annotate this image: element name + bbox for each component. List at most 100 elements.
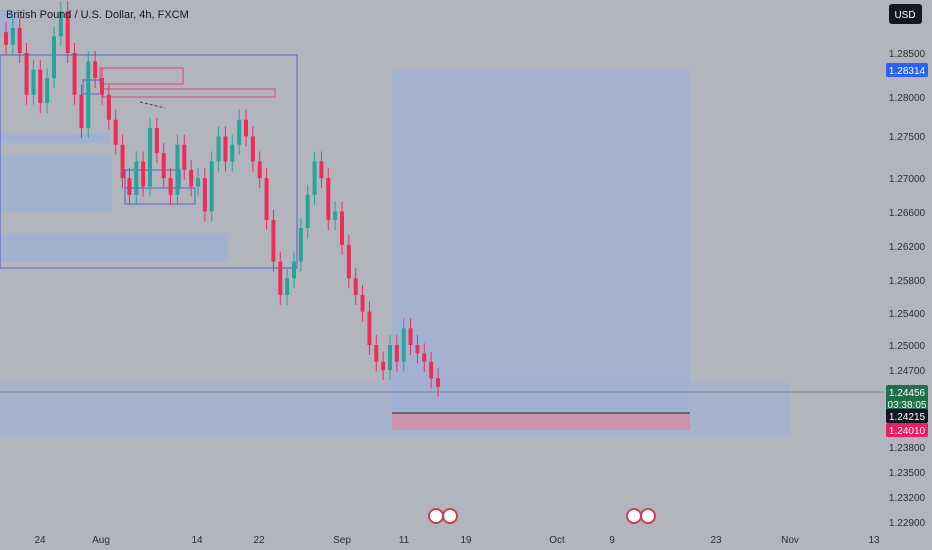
candle-body <box>244 119 248 137</box>
candle-body <box>113 119 118 145</box>
candle-body <box>429 361 434 379</box>
candle-body <box>388 345 392 371</box>
us-flag-event-icon[interactable] <box>640 508 656 524</box>
marker-box-5 <box>124 187 196 205</box>
take-profit-price: 1.28314 <box>889 66 926 77</box>
candle-body <box>374 345 379 362</box>
marker-box-1 <box>99 67 184 85</box>
candle-body <box>381 361 386 371</box>
candle-body <box>65 11 70 54</box>
candle-body <box>4 32 8 45</box>
candle-body <box>298 228 303 262</box>
price-tick-label: 1.24700 <box>889 366 926 377</box>
us-flag-event-icon[interactable] <box>626 508 642 524</box>
time-tick-label: Nov <box>781 535 799 546</box>
entry-tag-bg <box>886 409 928 423</box>
candle-body <box>340 211 344 245</box>
candle-body <box>45 78 50 104</box>
candle-body <box>100 78 104 95</box>
time-tick-label: Aug <box>92 535 110 546</box>
time-tick-label: Sep <box>333 535 351 546</box>
dashed-trend-mark <box>139 101 166 109</box>
price-tick-label: 1.22900 <box>889 518 926 529</box>
symbol-title: British Pound / U.S. Dollar, 4h, FXCM <box>6 9 189 21</box>
tp-tag-bg <box>886 63 928 77</box>
stop-loss-price: 1.24010 <box>889 426 926 437</box>
time-tick-label: 9 <box>609 535 615 546</box>
price-tags: 1.28314 1.24456 03:38:05 1.24215 1.24010 <box>886 63 928 437</box>
price-tick-label: 1.26600 <box>889 208 926 219</box>
candle-body <box>264 178 269 220</box>
candle-body <box>394 345 399 362</box>
us-flag-event-icon[interactable] <box>442 508 458 524</box>
candle-body <box>305 194 310 229</box>
current-tag-bg <box>886 385 928 412</box>
candle-body <box>230 144 235 162</box>
profit-zone[interactable] <box>392 69 690 413</box>
candle-body <box>17 27 22 53</box>
long-position-tool[interactable] <box>392 69 690 430</box>
candle-body <box>93 61 98 79</box>
time-tick-label: Oct <box>549 535 565 546</box>
candle-body <box>367 311 372 345</box>
currency-button-bg[interactable] <box>889 4 922 24</box>
candle-body <box>319 161 324 179</box>
candle-body <box>148 128 152 187</box>
candle-body <box>422 353 427 362</box>
range-box-outline <box>0 54 298 269</box>
candle-body <box>52 36 56 79</box>
zone-lower <box>0 233 228 262</box>
entry-price: 1.24215 <box>889 412 926 423</box>
candle-body <box>353 278 358 295</box>
candlestick-series <box>4 1 440 397</box>
candle-body <box>168 178 173 195</box>
price-tick-label: 1.28000 <box>889 93 926 104</box>
candle-body <box>237 119 242 145</box>
candle-body <box>120 144 125 179</box>
candle-body <box>285 278 290 295</box>
price-axis[interactable]: 1.28500 1.28000 1.27500 1.27000 1.26600 1.262… <box>889 49 926 529</box>
price-tick-label: 1.23800 <box>889 443 926 454</box>
time-axis[interactable]: 24 Aug 14 22 Sep 11 19 Oct 9 23 Nov 13 <box>34 535 880 546</box>
candle-body <box>127 178 132 195</box>
stop-zone[interactable] <box>392 413 690 430</box>
candle-body <box>189 169 194 187</box>
price-tick-label: 1.27500 <box>889 132 926 143</box>
candle-body <box>38 69 43 104</box>
candle-body <box>216 136 221 162</box>
price-tick-label: 1.27000 <box>889 174 926 185</box>
candle-body <box>312 161 317 195</box>
candle-body <box>134 161 139 195</box>
time-tick-label: 23 <box>710 535 722 546</box>
candle-body <box>175 144 180 195</box>
time-tick-label: 19 <box>460 535 472 546</box>
candle-body <box>24 53 29 95</box>
economic-events <box>428 508 656 524</box>
candle-body <box>257 161 262 179</box>
time-tick-label: 22 <box>253 535 265 546</box>
time-tick-label: 11 <box>399 535 410 546</box>
time-tick-label: 13 <box>868 535 880 546</box>
us-flag-event-icon[interactable] <box>428 508 444 524</box>
price-tick-label: 1.25800 <box>889 276 926 287</box>
candle-body <box>141 161 146 187</box>
candle-body <box>333 211 338 220</box>
candle-body <box>86 61 91 129</box>
candle-body <box>10 27 15 45</box>
candle-body <box>292 261 296 279</box>
candle-body <box>209 161 214 212</box>
currency-button-label[interactable]: USD <box>894 10 915 21</box>
candle-body <box>79 94 84 129</box>
candle-body <box>360 294 365 312</box>
bar-countdown: 03:38:05 <box>888 400 927 411</box>
price-tick-label: 1.23200 <box>889 493 926 504</box>
price-tick-label: 1.26200 <box>889 242 926 253</box>
candle-body <box>408 328 413 345</box>
candle-body <box>346 244 351 279</box>
stop-tag-bg <box>886 423 928 437</box>
current-price: 1.24456 <box>889 388 926 399</box>
candle-body <box>436 378 440 387</box>
candle-body <box>58 11 63 37</box>
currency-button[interactable]: USD <box>889 4 922 24</box>
